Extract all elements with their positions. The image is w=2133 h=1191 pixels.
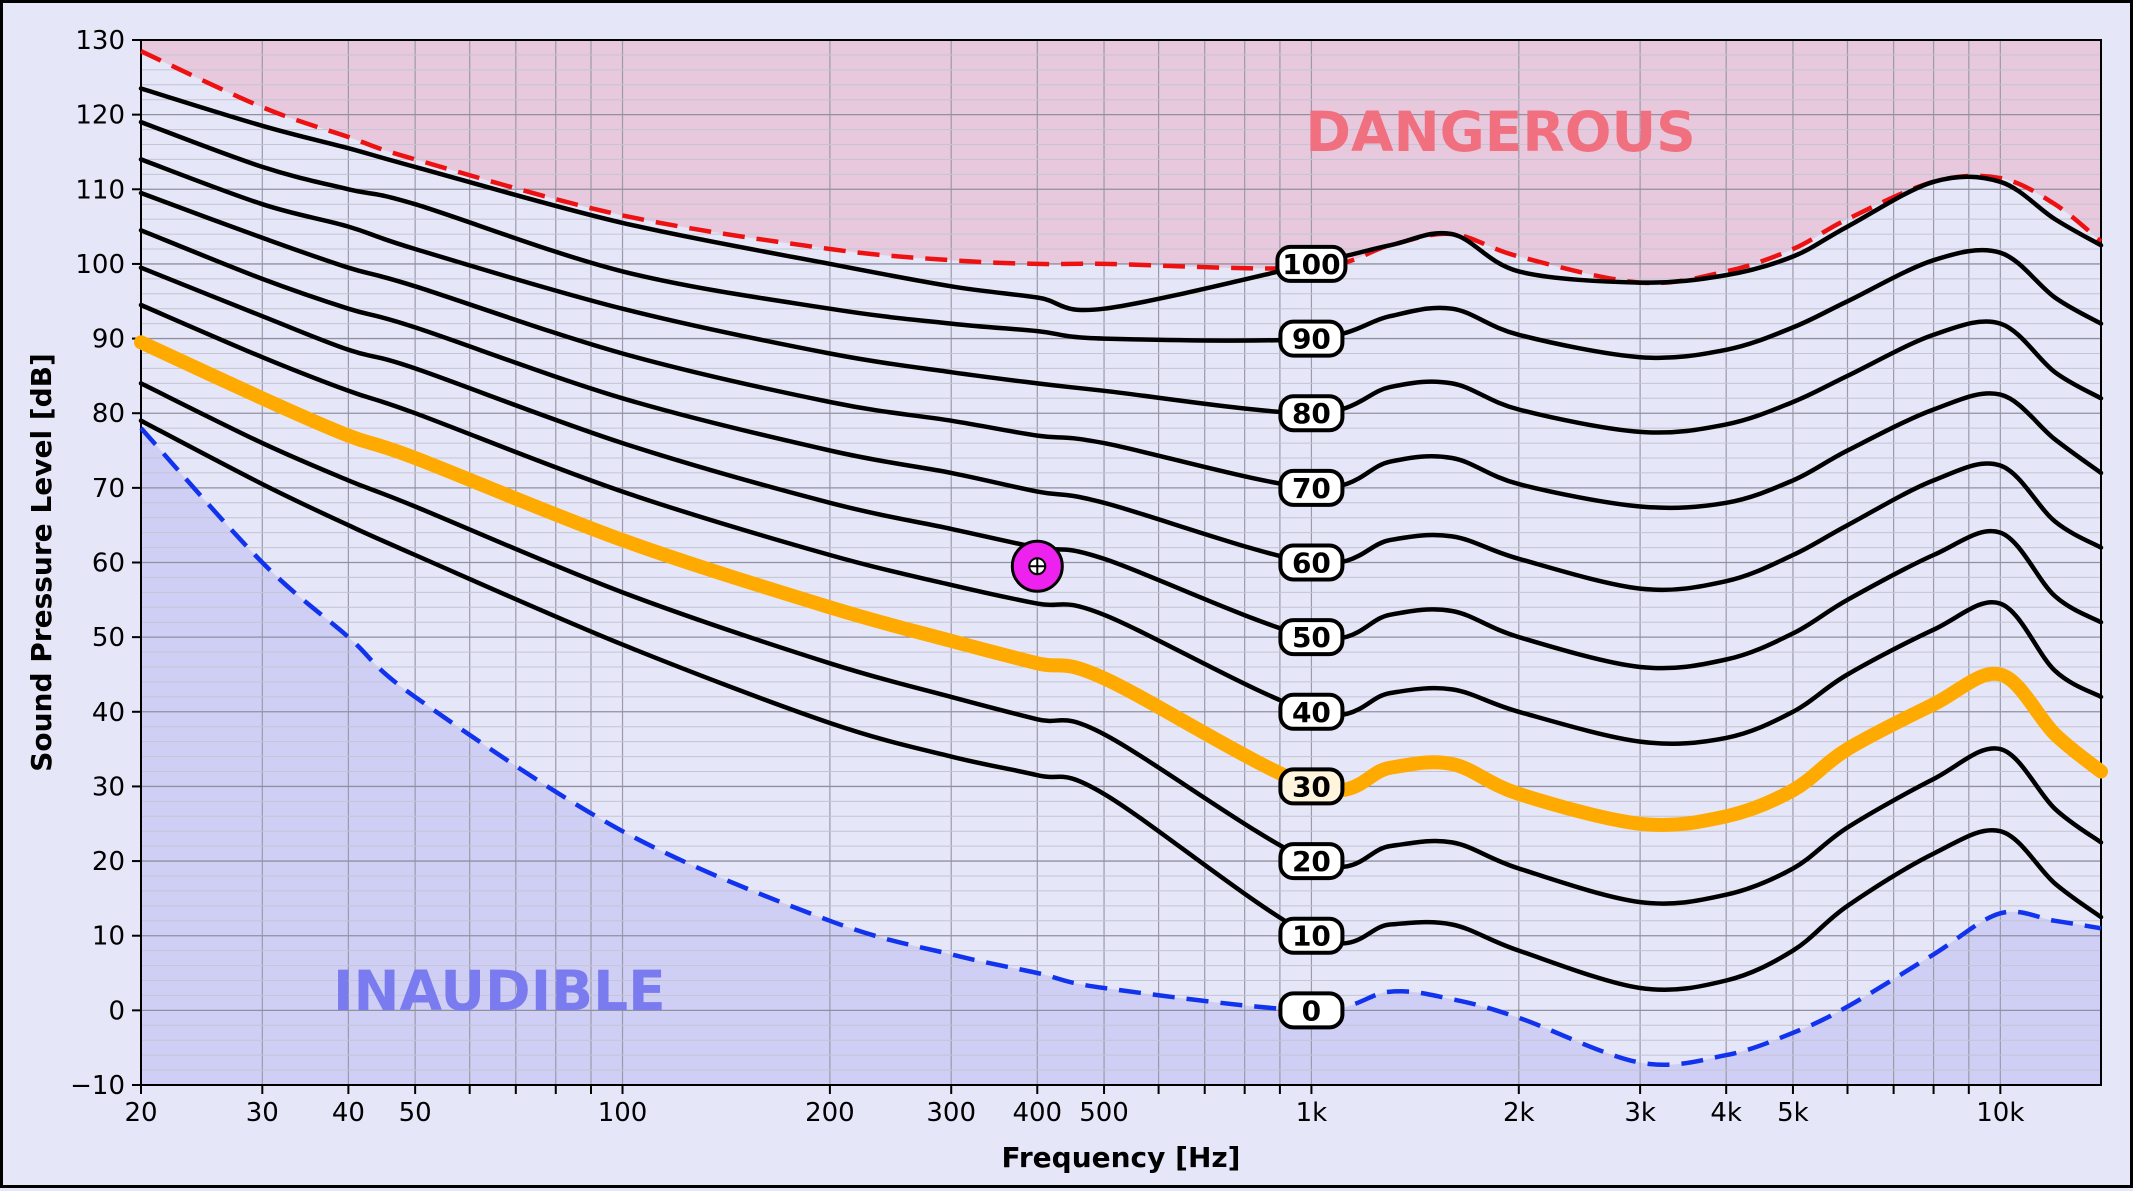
x-tick-label: 10k bbox=[1976, 1098, 2024, 1128]
x-tick-label: 3k bbox=[1624, 1098, 1656, 1128]
x-tick-label: 5k bbox=[1777, 1098, 1809, 1128]
phon-label-10: 10 bbox=[1292, 920, 1331, 953]
zone-labels: DANGEROUS INAUDIBLE bbox=[333, 100, 1696, 1023]
phon-label-80: 80 bbox=[1292, 397, 1331, 430]
phon-label-100: 100 bbox=[1282, 248, 1340, 281]
phon-label-box bbox=[1278, 767, 1345, 806]
curve-60 bbox=[138, 228, 2104, 593]
phon-label-60: 60 bbox=[1292, 547, 1331, 580]
x-tick-label: 2k bbox=[1503, 1098, 1535, 1128]
y-tick-label: 90 bbox=[92, 325, 125, 355]
phon-label-90: 90 bbox=[1292, 323, 1331, 356]
phon-label-box bbox=[1278, 692, 1345, 731]
phon-label-box bbox=[1278, 916, 1345, 955]
equal-loudness-chart: 20 30 40 50 100 200 300 400 500 1k 2k 3k 4k 5k 10k1301… bbox=[25, 26, 2108, 1174]
phon-label-box bbox=[1275, 244, 1348, 283]
curve-40 bbox=[138, 302, 2104, 746]
dangerous-label: DANGEROUS bbox=[1305, 100, 1695, 164]
y-tick-label: 40 bbox=[92, 698, 125, 728]
phon-label-box bbox=[1278, 394, 1345, 433]
phon-label-0: 0 bbox=[1302, 994, 1321, 1027]
y-tick-label: 10 bbox=[92, 922, 125, 952]
axes: 20 30 40 50 100 200 300 400 500 1k 2k 3k 4k 5k 10k1301… bbox=[70, 26, 2102, 1128]
x-axis-title: Frequency [Hz] bbox=[1002, 1141, 1241, 1174]
x-tick-label: 50 bbox=[399, 1098, 432, 1128]
y-tick-label: 0 bbox=[108, 996, 125, 1026]
y-axis-title: Sound Pressure Level [dB] bbox=[25, 353, 58, 772]
x-tick-label: 20 bbox=[124, 1098, 157, 1128]
phon-label-30: 30 bbox=[1292, 770, 1331, 803]
hearing-threshold-line bbox=[139, 426, 2102, 1067]
x-tick-label: 100 bbox=[598, 1098, 648, 1128]
dangerous-region bbox=[141, 40, 2101, 284]
y-tick-label: 70 bbox=[92, 474, 125, 504]
inaudible-label: INAUDIBLE bbox=[333, 959, 666, 1023]
x-tick-label: 400 bbox=[1012, 1098, 1062, 1128]
y-tick-label: 30 bbox=[92, 772, 125, 802]
phon-label-box bbox=[1278, 543, 1345, 582]
phon-label-50: 50 bbox=[1292, 621, 1331, 654]
phon-label-box bbox=[1278, 991, 1345, 1030]
x-tick-label: 30 bbox=[246, 1098, 279, 1128]
y-tick-label: −10 bbox=[70, 1071, 125, 1101]
x-tick-label: 40 bbox=[332, 1098, 365, 1128]
phon-label-40: 40 bbox=[1292, 696, 1331, 729]
phon-label-box bbox=[1278, 468, 1345, 507]
y-tick-label: 100 bbox=[75, 250, 125, 280]
x-tick-label: 300 bbox=[926, 1098, 976, 1128]
y-tick-label: 50 bbox=[92, 623, 125, 653]
cursor-marker[interactable] bbox=[1010, 539, 1064, 593]
phon-label-box bbox=[1278, 618, 1345, 657]
y-tick-label: 80 bbox=[92, 399, 125, 429]
y-tick-label: 20 bbox=[92, 847, 125, 877]
y-tick-label: 110 bbox=[75, 175, 125, 205]
y-tick-label: 120 bbox=[75, 101, 125, 131]
phon-label-70: 70 bbox=[1292, 472, 1331, 505]
x-tick-label: 200 bbox=[805, 1098, 855, 1128]
x-tick-label: 1k bbox=[1296, 1098, 1328, 1128]
phon-label-box bbox=[1278, 842, 1345, 881]
x-tick-label: 500 bbox=[1079, 1098, 1129, 1128]
x-tick-label: 4k bbox=[1710, 1098, 1742, 1128]
y-tick-label: 130 bbox=[75, 26, 125, 56]
phon-label-box bbox=[1278, 319, 1345, 358]
y-tick-label: 60 bbox=[92, 549, 125, 579]
phon-label-20: 20 bbox=[1292, 845, 1331, 878]
